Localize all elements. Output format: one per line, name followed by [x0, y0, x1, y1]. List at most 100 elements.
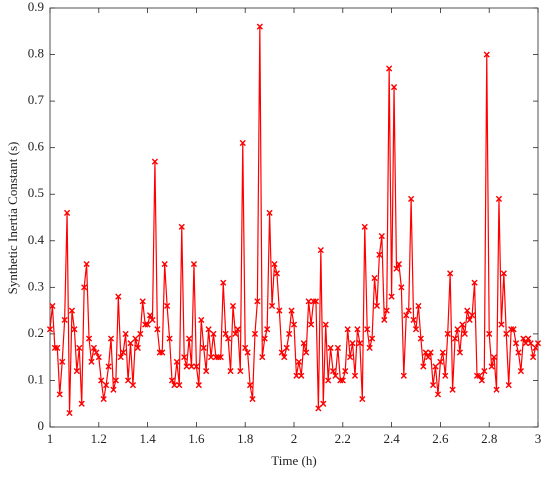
data-point: [476, 372, 483, 379]
data-point: [373, 302, 381, 310]
data-point: [54, 344, 61, 351]
data-point: [185, 335, 193, 342]
data-point: [481, 368, 488, 375]
data-point: [459, 321, 466, 328]
data-point: [300, 340, 307, 347]
data-point: [515, 349, 522, 356]
data-point: [295, 358, 302, 365]
data-point: [354, 326, 361, 333]
data-point: [290, 321, 298, 328]
data-point: [225, 335, 232, 342]
data-point: [412, 326, 420, 333]
data-point: [156, 349, 163, 356]
x-tick-label: 2.4: [383, 431, 400, 446]
data-point: [366, 344, 373, 351]
data-point: [127, 340, 134, 347]
y-tick-label: 0.1: [28, 371, 44, 386]
data-point: [473, 372, 481, 379]
data-point: [142, 321, 149, 328]
data-point: [205, 326, 212, 333]
data-point: [447, 270, 454, 277]
data-point: [466, 316, 473, 324]
data-point: [512, 340, 520, 347]
data-point: [210, 330, 217, 337]
data-point: [339, 377, 346, 384]
data-point: [503, 330, 510, 337]
data-point: [83, 260, 90, 268]
data-point: [361, 223, 368, 230]
data-point: [493, 386, 500, 393]
data-point: [525, 335, 532, 342]
data-point: [439, 349, 446, 356]
y-tick-label: 0.2: [28, 325, 44, 340]
data-point: [249, 395, 256, 403]
data-point: [510, 326, 517, 333]
data-point: [81, 284, 88, 291]
data-point: [51, 344, 58, 351]
data-point: [95, 354, 102, 361]
data-point: [105, 363, 112, 370]
data-point: [344, 326, 351, 333]
data-point: [271, 260, 278, 268]
data-point: [422, 349, 429, 356]
data-point: [139, 298, 146, 305]
data-point: [461, 330, 468, 337]
data-point: [456, 349, 464, 356]
data-point: [281, 354, 288, 361]
data-point: [120, 349, 127, 356]
data-point: [532, 344, 539, 351]
data-point: [417, 335, 424, 342]
data-point: [161, 260, 168, 268]
data-point: [242, 344, 249, 351]
data-point: [390, 84, 398, 91]
data-point: [144, 321, 151, 328]
data-point: [117, 354, 124, 361]
data-point: [303, 349, 310, 356]
data-point: [171, 382, 178, 389]
data-point: [337, 377, 344, 384]
data-point: [178, 223, 185, 230]
y-tick-label: 0.6: [28, 139, 45, 154]
data-point: [71, 326, 78, 333]
data-point: [451, 335, 459, 342]
data-point: [425, 354, 432, 361]
x-tick-label: 2: [291, 431, 298, 446]
data-point: [522, 340, 529, 347]
data-point: [190, 260, 198, 268]
data-point: [63, 209, 71, 216]
data-point: [437, 358, 444, 365]
data-point: [415, 302, 422, 310]
data-point: [154, 326, 161, 333]
data-point: [273, 270, 281, 277]
data-point: [500, 270, 507, 277]
data-point: [527, 340, 534, 347]
data-point: [364, 326, 371, 333]
data-point: [78, 400, 85, 407]
data-point: [442, 372, 449, 379]
data-point: [227, 368, 234, 375]
data-point: [49, 302, 56, 310]
y-tick-label: 0.8: [28, 46, 44, 61]
data-point: [220, 279, 227, 286]
data-point: [164, 302, 171, 310]
data-point: [317, 246, 324, 254]
data-point: [464, 307, 471, 314]
y-tick-label: 0.5: [28, 185, 44, 200]
data-point: [325, 377, 332, 384]
data-point: [112, 377, 119, 384]
data-point: [261, 335, 268, 342]
data-point: [283, 344, 290, 351]
data-point: [495, 195, 503, 202]
data-point: [166, 335, 173, 342]
data-point: [288, 307, 295, 314]
data-point: [378, 233, 385, 240]
data-point: [381, 316, 388, 324]
y-tick-label: 0.4: [28, 232, 45, 247]
data-point: [268, 302, 276, 310]
data-point: [312, 298, 320, 305]
data-point: [124, 377, 132, 384]
data-point: [530, 354, 537, 361]
data-point: [400, 372, 407, 379]
x-tick-label: 2.6: [432, 431, 449, 446]
